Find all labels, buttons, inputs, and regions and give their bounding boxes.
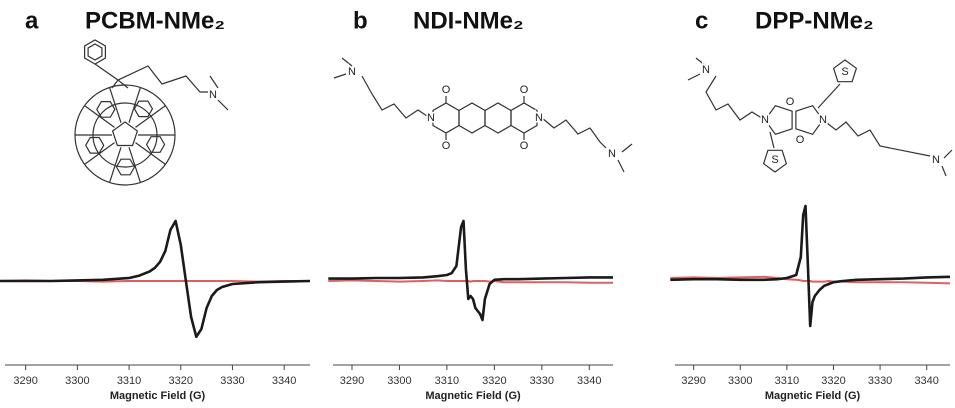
panel-label: b [353, 7, 368, 34]
bond [361, 75, 431, 119]
cage-edge [128, 147, 142, 183]
x-tick-label: 3340 [914, 375, 938, 387]
atom-label: O [520, 140, 529, 152]
bond [617, 159, 625, 173]
x-tick-label: 3330 [868, 375, 892, 387]
bond [705, 75, 766, 121]
spectrum-line [670, 204, 951, 328]
x-tick-label: 3310 [775, 375, 799, 387]
spectrum-line [328, 219, 613, 322]
atom-label: O [442, 84, 451, 96]
x-tick-label: 3300 [65, 375, 89, 387]
x-tick-label: 3330 [220, 375, 244, 387]
ring [115, 158, 136, 176]
ring [762, 149, 788, 173]
x-tick-label: 3290 [681, 375, 705, 387]
ring [764, 104, 793, 136]
x-tick-label: 3300 [387, 375, 411, 387]
x-axis-label: Magnetic Field (G) [765, 390, 861, 402]
atom-label: O [786, 96, 795, 108]
bond [621, 143, 633, 153]
x-tick-label: 3340 [272, 375, 296, 387]
bond [687, 73, 701, 81]
x-tick-label: 3340 [577, 375, 601, 387]
bond [209, 75, 219, 89]
atom-label: O [796, 134, 805, 146]
ring [85, 136, 105, 154]
x-tick-label: 3310 [117, 375, 141, 387]
bond [341, 57, 353, 67]
ring [510, 102, 538, 134]
bond [217, 99, 229, 111]
ring [87, 43, 103, 61]
atom-label: S [771, 154, 778, 166]
atom-label: N [819, 114, 827, 126]
bond [333, 73, 347, 79]
ring [111, 121, 139, 147]
bond [111, 79, 119, 89]
spectrum-line [0, 219, 311, 339]
x-tick-label: 3290 [340, 375, 364, 387]
ring [832, 59, 858, 83]
bond [943, 149, 953, 159]
ring [458, 102, 486, 134]
cage-edge [135, 105, 166, 128]
x-tick-label: 3310 [435, 375, 459, 387]
molecules [74, 39, 953, 186]
panel-label: c [695, 7, 708, 34]
bond [769, 131, 775, 149]
chart-title: NDI-NMe₂ [413, 7, 524, 34]
x-axis-label: Magnetic Field (G) [110, 390, 206, 402]
bond [822, 119, 931, 157]
cage-edge [84, 105, 115, 128]
atom-label: N [427, 112, 435, 124]
bond [117, 79, 129, 89]
atom-label: N [608, 148, 616, 160]
chart-title: DPP-NMe₂ [755, 7, 874, 34]
x-axis-label: Magnetic Field (G) [425, 390, 521, 402]
x-tick-label: 3300 [728, 375, 752, 387]
atom-label: O [520, 84, 529, 96]
bond [541, 117, 607, 149]
x-tick-label: 3330 [530, 375, 554, 387]
ring [432, 102, 460, 134]
cage-edge [108, 87, 122, 123]
cage-edge [128, 87, 142, 123]
ring [96, 100, 116, 118]
ring [484, 102, 512, 134]
ring [145, 136, 166, 153]
atom-label: N [348, 66, 356, 78]
ring [83, 39, 107, 65]
spectrum-line [0, 279, 310, 283]
atom-label: S [841, 66, 848, 78]
atom-label: N [209, 89, 217, 101]
ring [795, 104, 824, 136]
spectrum-line [328, 279, 613, 284]
x-tick-label: 3320 [482, 375, 506, 387]
atom-label: N [761, 114, 769, 126]
ring [133, 100, 154, 118]
x-tick-label: 3290 [13, 375, 37, 387]
panel-label: a [25, 7, 39, 34]
atom-label: N [535, 112, 543, 124]
x-tick-label: 3320 [821, 375, 845, 387]
atom-label: N [702, 64, 710, 76]
bond [817, 83, 841, 109]
bond [695, 57, 707, 67]
spectrum-line [670, 275, 951, 285]
cage-edge [135, 142, 166, 165]
atom-label: N [932, 154, 940, 166]
chart-title: PCBM-NMe₂ [85, 7, 225, 34]
x-tick-label: 3320 [169, 375, 193, 387]
bond [941, 165, 947, 177]
cage-edge [108, 147, 122, 183]
atom-label: O [442, 140, 451, 152]
